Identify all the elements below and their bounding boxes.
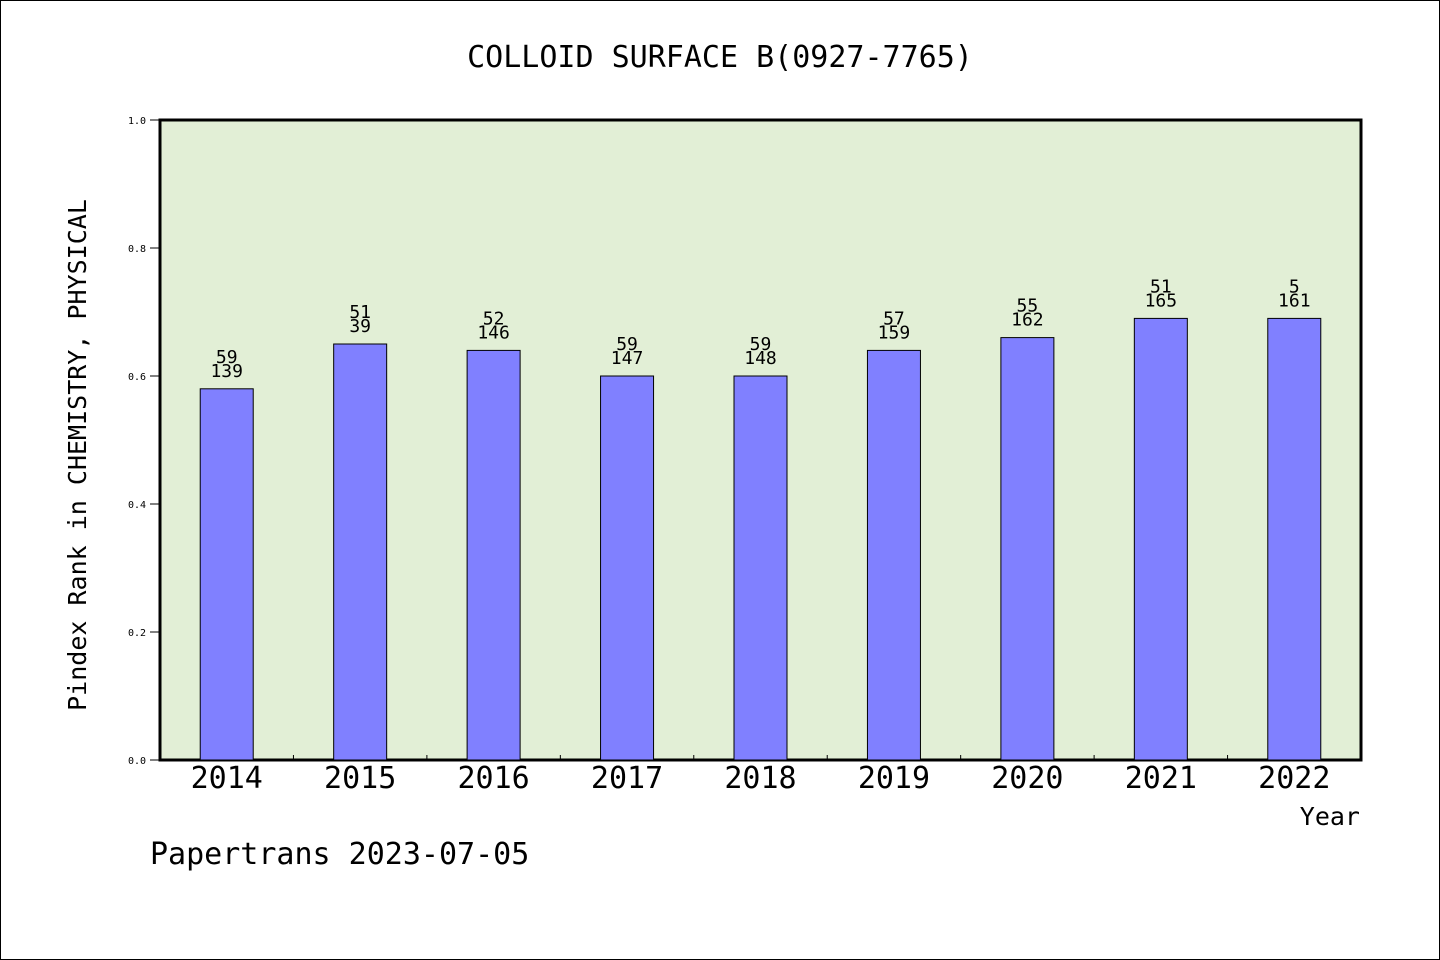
bar-rank-label: 51 <box>349 302 371 323</box>
bar-2015 <box>333 343 388 761</box>
bar-2016 <box>466 349 521 761</box>
y-tick-label: 0.8 <box>128 244 146 255</box>
y-tick-label: 0.0 <box>128 756 146 767</box>
bar-series <box>199 317 1322 761</box>
y-tick-label: 1.0 <box>128 116 146 127</box>
x-tick-label: 2015 <box>324 761 396 796</box>
bar-total-label: 165 <box>1145 290 1178 311</box>
y-axis-label: Pindex Rank in CHEMISTRY, PHYSICAL <box>63 199 92 711</box>
bar-rank-label: 5 <box>1289 276 1300 297</box>
bar-rank-label: 52 <box>483 308 505 329</box>
bar-rank-label: 51 <box>1150 276 1172 297</box>
x-tick-label: 2019 <box>858 761 930 796</box>
bar-total-label: 147 <box>611 348 644 369</box>
x-tick-label: 2018 <box>724 761 796 796</box>
bar-2018 <box>733 375 788 761</box>
x-tick-label: 2020 <box>991 761 1063 796</box>
bar-total-label: 39 <box>349 316 371 337</box>
bar-total-label: 146 <box>477 322 510 343</box>
bar-2022 <box>1267 317 1322 761</box>
bar-rank-label: 55 <box>1017 296 1039 317</box>
bar-total-label: 161 <box>1278 290 1311 311</box>
bar-rank-label: 57 <box>883 308 905 329</box>
chart-title: COLLOID SURFACE B(0927-7765) <box>467 40 973 75</box>
x-axis-label: Year <box>1300 802 1360 831</box>
bar-total-label: 159 <box>878 322 911 343</box>
x-tick-label: 2017 <box>591 761 663 796</box>
x-tick-label: 2021 <box>1125 761 1197 796</box>
bar-rank-label: 59 <box>616 334 638 355</box>
x-axis: 2014 2015 2016 2017 2018 2019 2020 2021 2022 <box>191 755 1330 796</box>
bar-total-label: 148 <box>744 348 777 369</box>
y-tick-label: 0.6 <box>128 372 146 383</box>
y-axis: 0.0 0.2 0.4 0.6 0.8 1.0 <box>128 116 160 767</box>
bar-2019 <box>866 349 921 761</box>
bar-total-label: 139 <box>210 361 243 382</box>
bar-rank-label: 59 <box>216 347 238 368</box>
x-tick-label: 2016 <box>457 761 529 796</box>
bar-2017 <box>600 375 655 761</box>
y-tick-label: 0.4 <box>128 500 146 511</box>
x-tick-label: 2014 <box>191 761 263 796</box>
bar-rank-label: 59 <box>750 334 772 355</box>
footer-note: Papertrans 2023-07-05 <box>150 837 529 872</box>
bar-total-label: 162 <box>1011 310 1044 331</box>
bar-2020 <box>1000 337 1055 761</box>
bar-2021 <box>1133 317 1188 761</box>
x-tick-label: 2022 <box>1258 761 1330 796</box>
y-tick-label: 0.2 <box>128 628 146 639</box>
bar-2014 <box>199 388 254 761</box>
